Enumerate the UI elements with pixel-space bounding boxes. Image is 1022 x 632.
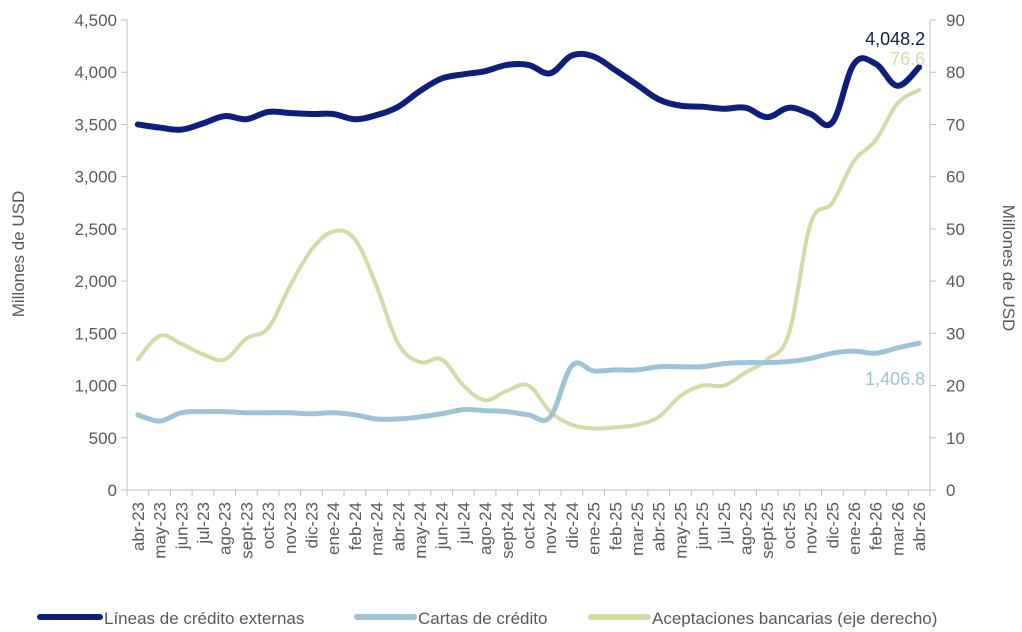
x-tick-label: may-25 <box>671 502 690 559</box>
x-tick-label: ene-24 <box>324 502 343 555</box>
left-tick-label: 4,500 <box>74 11 117 30</box>
x-tick-label: mar-25 <box>628 502 647 556</box>
left-tick-label: 3,000 <box>74 168 117 187</box>
x-tick-label: oct-25 <box>780 502 799 549</box>
end-value-label: 76.6 <box>890 49 925 69</box>
left-tick-label: 2,500 <box>74 220 117 239</box>
x-tick-label: nov-24 <box>541 502 560 554</box>
right-tick-label: 40 <box>946 272 965 291</box>
x-tick-label: ene-26 <box>845 502 864 555</box>
left-tick-label: 1,000 <box>74 377 117 396</box>
x-tick-label: jul-24 <box>454 502 473 545</box>
x-tick-label: ene-25 <box>585 502 604 555</box>
right-tick-label: 70 <box>946 115 965 134</box>
x-tick-label: abr-25 <box>650 502 669 551</box>
left-tick-label: 1,500 <box>74 324 117 343</box>
x-tick-label: dic-23 <box>302 502 321 548</box>
x-tick-label: abr-26 <box>910 502 929 551</box>
right-tick-label: 90 <box>946 11 965 30</box>
end-value-label: 1,406.8 <box>865 369 925 389</box>
x-tick-label: sept-23 <box>237 502 256 559</box>
x-tick-label: abr-24 <box>389 502 408 551</box>
x-tick-label: nov-23 <box>281 502 300 554</box>
x-tick-label: feb-25 <box>606 502 625 550</box>
x-tick-label: nov-25 <box>802 502 821 554</box>
axes: 05001,0001,5002,0002,5003,0003,5004,0004… <box>74 11 964 559</box>
x-tick-label: oct-24 <box>520 502 539 549</box>
left-tick-label: 2,000 <box>74 272 117 291</box>
right-tick-label: 10 <box>946 429 965 448</box>
end-value-label: 4,048.2 <box>865 29 925 49</box>
right-tick-label: 20 <box>946 377 965 396</box>
x-tick-label: ago-25 <box>737 502 756 555</box>
x-tick-label: jun-25 <box>693 502 712 550</box>
right-tick-label: 60 <box>946 168 965 187</box>
series-line-3 <box>135 87 922 431</box>
x-tick-label: may-24 <box>411 502 430 559</box>
x-tick-label: dic-24 <box>563 502 582 548</box>
right-axis-title: Millones de USD <box>999 205 1018 332</box>
x-tick-label: jul-25 <box>715 502 734 545</box>
left-tick-label: 0 <box>108 481 117 500</box>
right-tick-label: 30 <box>946 324 965 343</box>
x-tick-label: feb-24 <box>346 502 365 550</box>
x-tick-label: ago-24 <box>476 502 495 555</box>
left-axis-title: Millones de USD <box>9 191 28 318</box>
legend-label: Líneas de crédito externas <box>104 609 304 627</box>
x-tick-label: dic-25 <box>823 502 842 548</box>
x-tick-label: sept-24 <box>498 502 517 559</box>
legend: Líneas de crédito externas Cartas de créd… <box>37 609 937 628</box>
data-labels: 4,048.2 1,406.8 76.6 <box>865 29 925 389</box>
left-tick-label: 4,000 <box>74 63 117 82</box>
x-tick-label: jun-24 <box>433 502 452 550</box>
x-tick-label: feb-26 <box>867 502 886 550</box>
right-tick-label: 0 <box>946 481 955 500</box>
x-tick-label: oct-23 <box>259 502 278 549</box>
legend-label: Cartas de crédito <box>418 609 547 627</box>
x-tick-label: jun-23 <box>172 502 191 550</box>
left-tick-label: 3,500 <box>74 115 117 134</box>
right-tick-label: 80 <box>946 63 965 82</box>
x-tick-label: may-23 <box>151 502 170 559</box>
x-tick-label: jul-23 <box>194 502 213 545</box>
legend-label: Aceptaciones bancarias (eje derecho) <box>652 609 937 627</box>
x-tick-label: abr-23 <box>129 502 148 551</box>
x-tick-label: mar-26 <box>888 502 907 556</box>
x-tick-label: sept-25 <box>758 502 777 559</box>
x-tick-label: ago-23 <box>216 502 235 555</box>
left-tick-label: 500 <box>89 429 117 448</box>
series-line-2 <box>135 340 922 424</box>
x-tick-label: mar-24 <box>368 502 387 556</box>
series-layer <box>134 50 923 431</box>
series-line-1 <box>134 50 923 133</box>
right-tick-label: 50 <box>946 220 965 239</box>
